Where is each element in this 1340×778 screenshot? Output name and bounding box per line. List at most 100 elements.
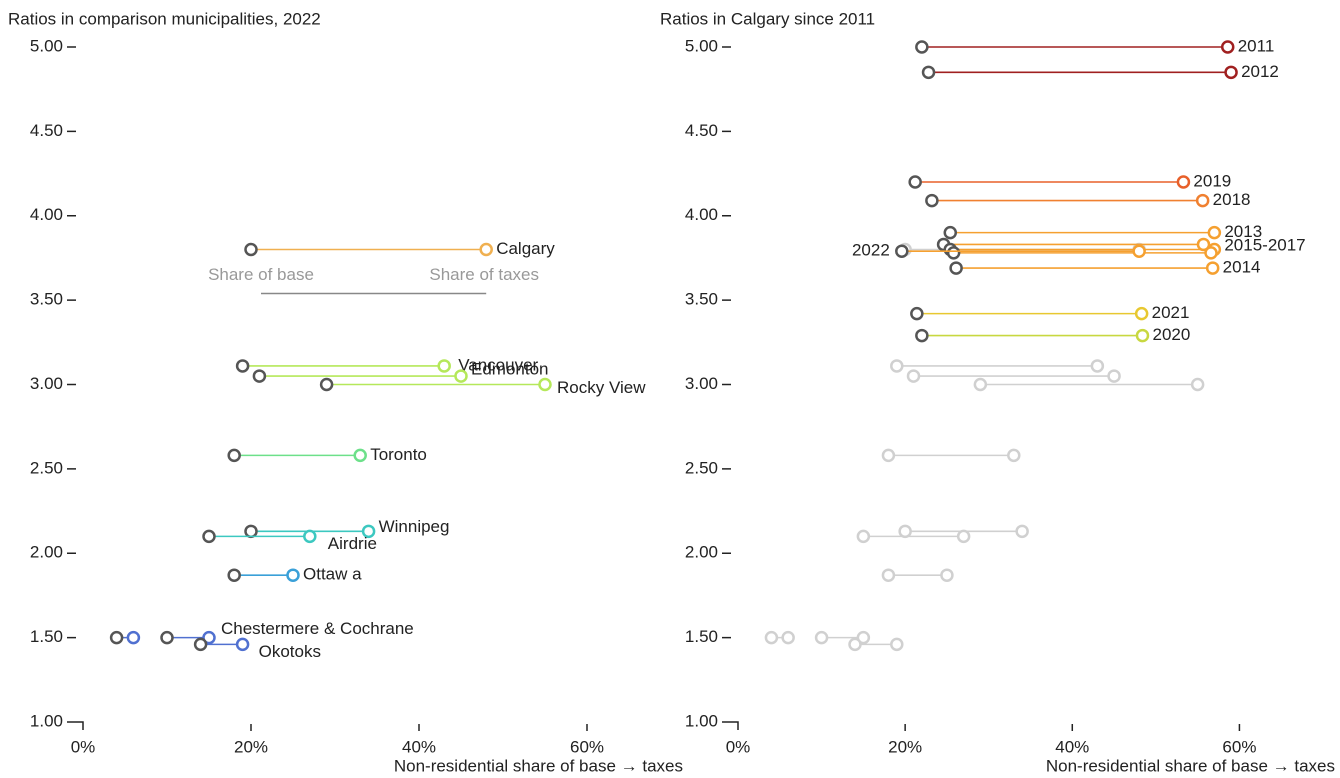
base-point	[244, 524, 258, 539]
taxes-point	[940, 568, 954, 582]
base-point	[946, 246, 961, 260]
base-point	[915, 328, 929, 343]
x-axis-label: Non-residential share of base → taxes	[1046, 756, 1335, 775]
row-label: Calgary	[496, 239, 555, 258]
base-point	[973, 377, 988, 392]
y-tick-label: 1.00	[30, 711, 63, 730]
row-label: 2013	[1224, 222, 1262, 241]
base-point	[160, 630, 174, 645]
x-axis-label: Non-residential share of base → taxes	[394, 756, 683, 775]
taxes-point	[856, 630, 871, 645]
taxes-point	[781, 630, 795, 645]
base-point	[202, 529, 216, 544]
taxes-point	[1190, 377, 1205, 392]
annotation: Share of taxes	[429, 265, 539, 284]
axis-corner	[76, 721, 84, 730]
row-label: Airdrie	[328, 534, 377, 553]
x-tick-label: 20%	[888, 737, 922, 756]
base-point	[856, 529, 871, 544]
taxes-point	[437, 359, 451, 373]
y-tick-label: 2.50	[685, 458, 718, 477]
y-tick-label: 4.00	[30, 205, 63, 224]
row-label: 2020	[1152, 325, 1190, 344]
taxes-point	[479, 242, 493, 257]
taxes-point	[361, 524, 376, 539]
base-point	[814, 630, 829, 645]
base-point	[881, 448, 896, 463]
row-label: 2019	[1193, 171, 1231, 190]
taxes-point	[126, 630, 141, 645]
taxes-point	[235, 637, 250, 652]
taxes-point	[286, 568, 300, 582]
base-point	[764, 630, 779, 645]
taxes-point	[1205, 261, 1220, 275]
taxes-point	[1224, 65, 1238, 80]
base-point	[895, 244, 909, 258]
base-point	[925, 193, 939, 208]
y-tick-label: 5.00	[30, 36, 63, 55]
row-label: 2012	[1241, 62, 1279, 81]
y-tick-label: 4.50	[685, 121, 718, 140]
base-point	[906, 369, 921, 383]
base-point	[244, 242, 258, 257]
annotation: Share of base	[208, 265, 314, 284]
taxes-point	[1204, 246, 1218, 260]
row-label: 2018	[1213, 190, 1251, 209]
taxes-point	[303, 529, 317, 544]
axis-corner	[731, 721, 739, 730]
y-tick-label: 2.00	[685, 543, 718, 562]
x-tick-label: 40%	[1055, 737, 1089, 756]
base-point	[898, 524, 912, 539]
taxes-point	[538, 377, 552, 392]
y-tick-label: 3.50	[685, 290, 718, 309]
taxes-point	[353, 448, 367, 463]
base-point	[227, 568, 241, 582]
taxes-point	[1207, 225, 1222, 240]
x-tick-label: 0%	[71, 737, 96, 756]
taxes-point	[1176, 175, 1191, 189]
base-point	[193, 637, 208, 652]
y-tick-label: 4.00	[685, 205, 718, 224]
base-point	[227, 448, 241, 463]
row-label: 2014	[1223, 258, 1261, 277]
base-point	[949, 261, 963, 275]
y-tick-label: 3.00	[685, 374, 718, 393]
taxes-point	[202, 630, 216, 645]
row-label: Edmonton	[471, 360, 549, 379]
taxes-point	[1134, 306, 1149, 321]
base-point	[910, 306, 924, 321]
taxes-point	[956, 529, 971, 544]
taxes-point	[1220, 40, 1235, 54]
y-tick-label: 2.50	[30, 458, 63, 477]
base-point	[881, 568, 896, 582]
y-tick-label: 3.00	[30, 374, 63, 393]
base-point	[109, 630, 124, 645]
base-point	[908, 175, 922, 189]
row-label: Ottaw a	[303, 565, 362, 584]
x-tick-label: 40%	[402, 737, 436, 756]
base-point	[921, 65, 936, 80]
base-point	[319, 377, 334, 392]
taxes-point	[1135, 328, 1150, 343]
base-point	[252, 369, 267, 383]
x-tick-label: 60%	[570, 737, 604, 756]
taxes-point	[1195, 193, 1210, 208]
row-label: 2015-2017	[1224, 235, 1305, 254]
x-tick-label: 20%	[234, 737, 268, 756]
base-point	[943, 225, 958, 240]
taxes-point	[1015, 524, 1029, 539]
taxes-point	[1007, 448, 1021, 463]
y-tick-label: 2.00	[30, 543, 63, 562]
taxes-point	[890, 637, 904, 652]
base-point	[890, 359, 904, 373]
row-label: 2021	[1152, 303, 1190, 322]
row-label: Okotoks	[259, 642, 321, 661]
taxes-point	[1107, 369, 1121, 383]
y-tick-label: 1.50	[685, 627, 718, 646]
y-tick-label: 3.50	[30, 290, 63, 309]
y-tick-label: 1.50	[30, 627, 63, 646]
row-label: Toronto	[370, 445, 427, 464]
panel-title: Ratios in Calgary since 2011	[660, 9, 875, 28]
x-tick-label: 0%	[726, 737, 751, 756]
